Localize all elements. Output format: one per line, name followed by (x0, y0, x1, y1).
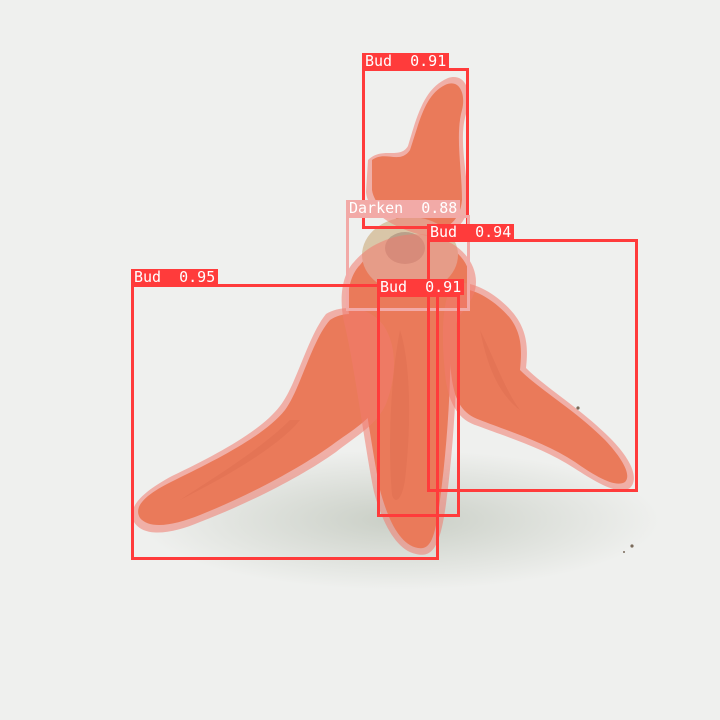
debris-specks (576, 406, 634, 553)
segmentation-masks (132, 77, 634, 555)
